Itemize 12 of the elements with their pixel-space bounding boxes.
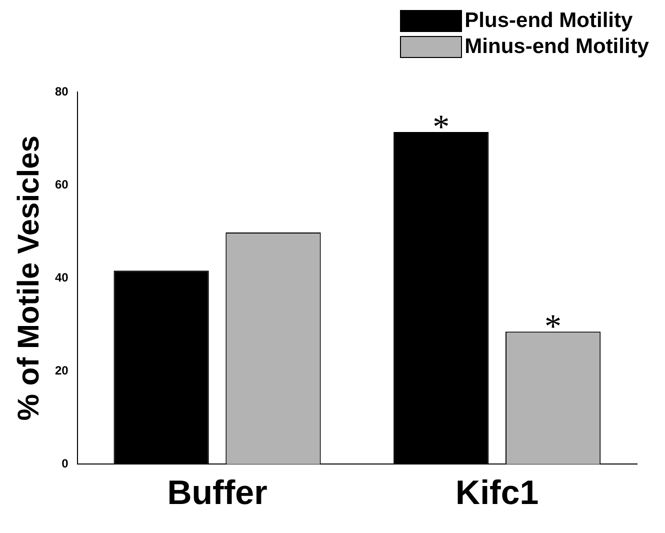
y-axis-title: % of Motile Vesicles xyxy=(12,136,46,421)
x-tick-label: Buffer xyxy=(167,474,268,512)
annotation: * xyxy=(432,108,450,146)
annotation: * xyxy=(544,308,562,346)
y-tick-label: 40 xyxy=(54,270,69,284)
legend-label: Minus-end Motility xyxy=(464,35,649,59)
x-tick-label: Kifc1 xyxy=(456,474,539,512)
y-tick-label: 20 xyxy=(54,363,69,378)
y-tick-label: 0 xyxy=(62,456,69,471)
y-tick-label: 80 xyxy=(54,84,69,98)
legend-label: Plus-end Motility xyxy=(464,9,633,33)
y-tick-label: 60 xyxy=(54,177,69,192)
